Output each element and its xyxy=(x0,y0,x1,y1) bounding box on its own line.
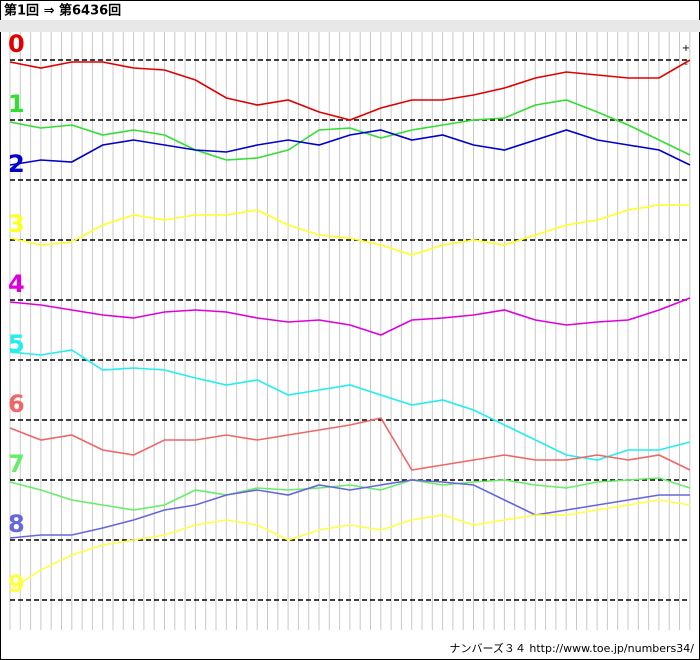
series-label: 5 xyxy=(8,330,25,358)
series-line xyxy=(9,477,691,511)
minus-mark: - xyxy=(684,59,688,70)
footer: ナンバーズ３４ http://www.toe.jp/numbers34/ xyxy=(449,641,694,655)
series-line xyxy=(9,297,691,336)
chart-title: 第1回 ⇒ 第6436回 xyxy=(4,3,121,19)
series-line xyxy=(9,99,691,161)
plus-mark: + xyxy=(682,43,690,54)
series-label: 7 xyxy=(8,450,25,478)
series-label: 6 xyxy=(8,390,25,418)
series-label: 1 xyxy=(8,90,25,118)
series-line xyxy=(9,59,691,121)
series-line xyxy=(9,417,691,471)
series-line xyxy=(9,479,690,539)
ruler xyxy=(0,20,700,32)
series-label: 2 xyxy=(8,150,25,178)
series-line xyxy=(9,499,691,591)
series-line xyxy=(9,349,691,461)
series-label: 8 xyxy=(8,510,25,538)
series-label: 4 xyxy=(8,270,25,298)
series-label: 0 xyxy=(8,30,25,58)
series-line xyxy=(9,129,691,166)
series-line xyxy=(9,204,690,256)
series-label: 9 xyxy=(8,570,25,598)
series-label: 3 xyxy=(8,210,25,238)
